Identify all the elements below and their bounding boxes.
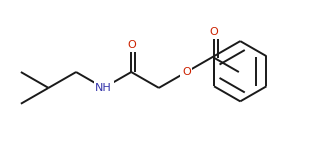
Text: NH: NH xyxy=(95,83,112,93)
Text: O: O xyxy=(127,40,136,50)
Text: O: O xyxy=(182,67,191,77)
Text: O: O xyxy=(210,27,218,37)
